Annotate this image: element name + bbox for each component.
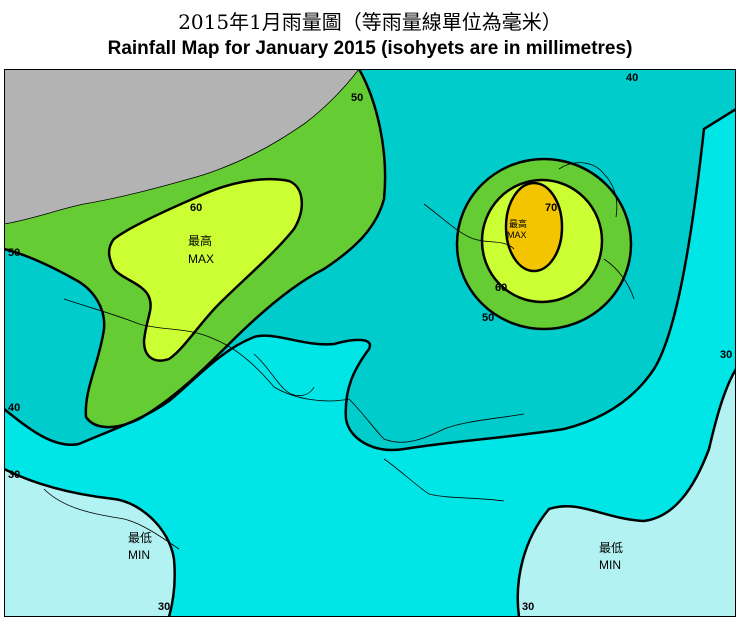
band-below-30-east: [517, 369, 736, 617]
max-west-en: MAX: [188, 252, 214, 266]
label-40-w: 40: [8, 402, 20, 414]
label-50-n: 50: [351, 92, 363, 104]
max-west-zh: 最高: [188, 233, 212, 248]
isohyet-60-west: [107, 177, 303, 362]
isohyet-30-east: [516, 368, 736, 617]
label-50-e: 50: [482, 312, 494, 324]
label-70: 70: [545, 202, 557, 214]
isohyet-50-west: [4, 69, 387, 429]
label-30-s: 30: [158, 601, 170, 613]
map-title-english: Rainfall Map for January 2015 (isohyets …: [107, 38, 633, 59]
min-east-zh: 最低: [599, 541, 623, 555]
band-70-plus: [506, 183, 562, 271]
isohyet-50-east: [455, 157, 633, 331]
max-east-en: MAX: [507, 230, 527, 240]
map-title-chinese: 2015年1月雨量圖（等雨量線單位為毫米）: [178, 10, 562, 34]
map-border: [4, 69, 736, 617]
band-below-30-west: [4, 469, 175, 617]
isohyet-40-main: [4, 107, 736, 452]
label-30-w: 30: [8, 469, 20, 481]
min-west-en: MIN: [128, 548, 150, 562]
min-west-zh: 最低: [128, 531, 152, 545]
min-east-en: MIN: [599, 558, 621, 572]
label-60-w: 60: [190, 202, 202, 214]
label-30-e: 30: [720, 349, 732, 361]
isohyet-30-west: [4, 467, 177, 617]
isohyet-lines: [4, 69, 736, 617]
label-60-e: 60: [495, 282, 507, 294]
max-east-zh: 最高: [509, 218, 527, 229]
band-60-70-west: [109, 179, 302, 361]
zone-labels: 最高 MAX 最高 MAX 最低 MIN 最低 MIN: [128, 218, 623, 572]
coastlines: [43, 162, 635, 550]
rainfall-map: 40 50 50 60 40 30 30 30 30 70 60 50 最高 M…: [4, 69, 736, 617]
isohyet-labels: 40 50 50 60 40 30 30 30 30 70 60 50: [8, 72, 732, 613]
isohyet-70: [504, 181, 564, 273]
land-outside-region: [4, 69, 360, 225]
label-40-ne: 40: [626, 72, 638, 84]
label-50-w: 50: [8, 247, 20, 259]
label-30-se: 30: [522, 601, 534, 613]
